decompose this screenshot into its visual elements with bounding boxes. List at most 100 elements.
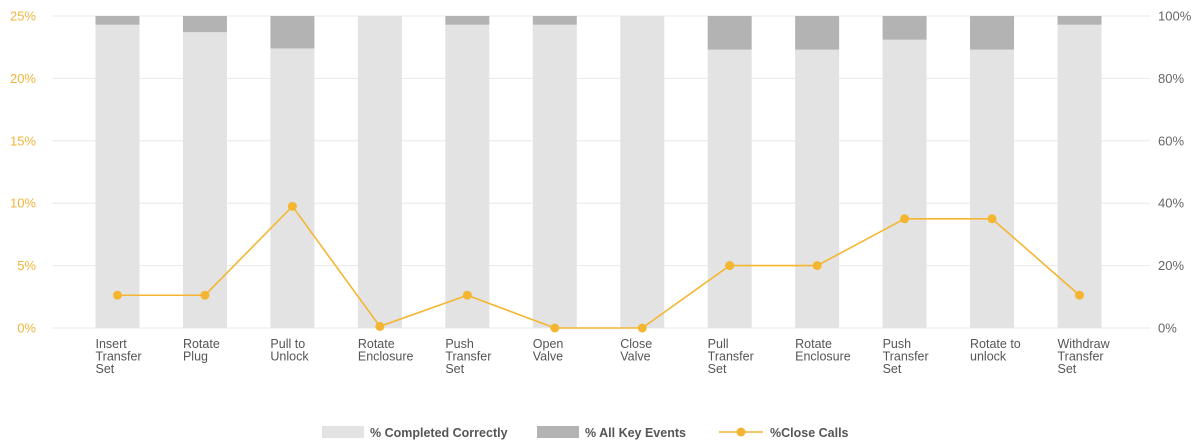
right-y-axis: 0% 20% 40% 60% 80% 100%: [1158, 9, 1192, 336]
left-tick-label: 5%: [17, 258, 36, 273]
close-calls-point: [637, 323, 647, 333]
right-tick-label: 20%: [1158, 258, 1184, 273]
category-label: Pull Transfer Set: [708, 337, 754, 376]
right-tick-label: 40%: [1158, 196, 1184, 211]
left-tick-label: 15%: [10, 133, 36, 148]
bar-all-key-events: [970, 16, 1015, 50]
legend-swatch-key-events: [537, 426, 579, 438]
category-label-line: Enclosure: [795, 350, 851, 364]
category-label-line: Set: [883, 362, 902, 376]
category-label-line: Open: [533, 337, 564, 351]
category-label-line: Transfer: [883, 350, 929, 364]
right-tick-label: 0%: [1158, 321, 1177, 336]
close-calls-point: [462, 290, 472, 300]
category-label: Push Transfer Set: [445, 337, 491, 376]
category-label-line: Rotate: [795, 337, 832, 351]
close-calls-point: [375, 321, 385, 331]
category-label-line: Insert: [96, 337, 128, 351]
category-label: Withdraw Transfer Set: [1058, 337, 1111, 376]
left-tick-label: 25%: [10, 9, 36, 24]
close-calls-point: [900, 214, 910, 224]
bar-all-key-events: [182, 16, 227, 33]
close-calls-point: [1075, 290, 1084, 300]
bar-all-key-events: [95, 16, 140, 25]
category-label-line: Valve: [533, 350, 563, 364]
right-tick-label: 100%: [1158, 9, 1192, 24]
category-label-line: Enclosure: [358, 350, 414, 364]
legend-marker-close-calls: [736, 427, 746, 437]
close-calls-point: [113, 290, 122, 300]
bar-completed-correctly: [970, 49, 1015, 329]
bar-completed-correctly: [445, 24, 490, 329]
right-tick-label: 60%: [1158, 133, 1184, 148]
left-y-axis: 0% 5% 10% 15% 20% 25%: [10, 9, 36, 336]
bar-completed-correctly: [1057, 24, 1102, 329]
bar-all-key-events: [270, 16, 315, 49]
bar-all-key-events: [707, 16, 752, 50]
category-label-line: Set: [96, 362, 115, 376]
legend: % Completed Correctly % All Key Events %Cl…: [322, 426, 849, 440]
bar-completed-correctly: [270, 48, 315, 329]
bar-completed-correctly: [357, 16, 402, 328]
category-label-line: Pull to: [270, 337, 305, 351]
left-tick-label: 10%: [10, 196, 36, 211]
bar-completed-correctly: [182, 32, 227, 328]
close-calls-point: [987, 214, 997, 224]
category-label-line: Push: [445, 337, 474, 351]
category-label-line: Pull: [708, 337, 729, 351]
bar-all-key-events: [445, 16, 490, 25]
category-label-line: Rotate: [183, 337, 220, 351]
bar-completed-correctly: [532, 24, 577, 329]
legend-swatch-completed: [322, 426, 364, 438]
right-tick-label: 80%: [1158, 71, 1184, 86]
close-calls-line: [113, 201, 1084, 333]
close-calls-point: [287, 201, 297, 211]
category-label-line: Unlock: [270, 350, 309, 364]
category-label-line: Set: [445, 362, 464, 376]
bar-all-key-events: [532, 16, 577, 25]
category-label: Open Valve: [533, 337, 564, 364]
left-tick-label: 0%: [17, 321, 36, 336]
close-calls-point: [200, 290, 210, 300]
legend-label-close-calls: %Close Calls: [770, 426, 849, 440]
category-label: Insert Transfer Set: [96, 337, 142, 376]
category-label-line: Valve: [620, 350, 650, 364]
bar-all-key-events: [1057, 16, 1102, 25]
category-label-line: Rotate: [358, 337, 395, 351]
close-calls-polyline: [117, 205, 1081, 329]
category-label: Close Valve: [620, 337, 652, 364]
bar-all-key-events: [795, 16, 840, 50]
legend-label-key-events: % All Key Events: [585, 426, 686, 440]
category-label-line: Set: [1058, 362, 1077, 376]
category-label-line: Withdraw: [1058, 337, 1111, 351]
category-label-line: Plug: [183, 350, 208, 364]
category-label-line: Transfer: [1058, 350, 1104, 364]
category-label-line: Transfer: [445, 350, 491, 364]
bar-completed-correctly: [882, 39, 927, 328]
close-calls-point: [550, 323, 560, 333]
category-label: Rotate Plug: [183, 337, 220, 364]
close-calls-point: [812, 261, 822, 271]
close-calls-point: [725, 261, 735, 271]
bar-series: [95, 16, 1102, 329]
legend-label-completed: % Completed Correctly: [370, 426, 508, 440]
category-label-line: Push: [883, 337, 912, 351]
category-label: Push Transfer Set: [883, 337, 929, 376]
bar-completed-correctly: [95, 24, 140, 329]
bar-completed-correctly: [620, 16, 665, 328]
category-label-line: Close: [620, 337, 652, 351]
category-label-line: Rotate to: [970, 337, 1021, 351]
category-label: Pull to Unlock: [270, 337, 309, 364]
bar-all-key-events: [882, 16, 927, 40]
category-label-line: Transfer: [708, 350, 754, 364]
bar-completed-correctly: [795, 49, 840, 329]
category-label: Rotate to unlock: [970, 337, 1021, 364]
category-label: Rotate Enclosure: [358, 337, 414, 364]
left-tick-label: 20%: [10, 71, 36, 86]
category-label-line: unlock: [970, 350, 1007, 364]
bar-completed-correctly: [707, 49, 752, 329]
category-label-line: Transfer: [96, 350, 142, 364]
category-label: Rotate Enclosure: [795, 337, 851, 364]
